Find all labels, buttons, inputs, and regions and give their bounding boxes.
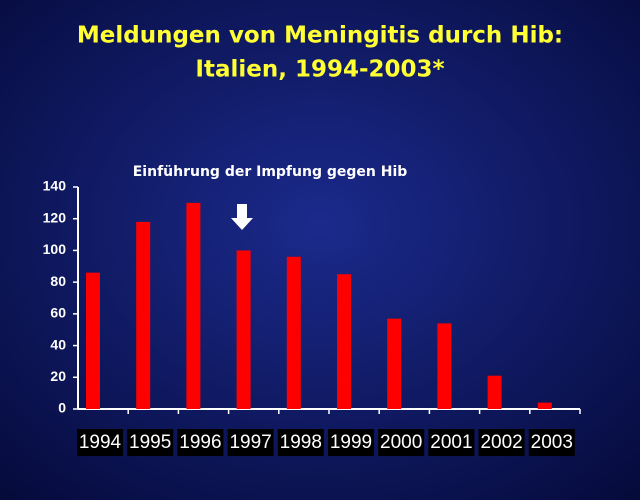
x-tick-box (528, 429, 575, 456)
bar (387, 318, 402, 409)
bar (136, 221, 151, 409)
y-tick-label: 40 (50, 336, 66, 352)
y-tick-label: 60 (50, 305, 66, 321)
arrow (231, 204, 253, 230)
bar (437, 323, 452, 409)
x-tick-box (177, 429, 224, 456)
x-tick-box (478, 429, 525, 456)
x-tick-label: 1995 (129, 432, 171, 453)
bar (487, 375, 502, 409)
x-tick-box (77, 429, 123, 456)
x-tick-label: 1996 (179, 432, 221, 453)
x-tick-label: 1997 (229, 432, 271, 453)
x-tick-box (428, 429, 475, 456)
y-tick-label: 20 (50, 368, 66, 384)
x-tick-label: 1999 (330, 432, 372, 453)
x-tick-label: 2000 (380, 432, 422, 453)
bar (236, 250, 251, 409)
bar (186, 202, 201, 409)
bar (537, 402, 552, 409)
x-tick-label: 1998 (280, 432, 322, 453)
y-tick-label: 0 (58, 400, 66, 416)
x-tick-label: 2003 (531, 432, 573, 453)
x-tick-box (227, 429, 274, 456)
bar (286, 256, 301, 409)
y-tick-label: 140 (43, 178, 67, 194)
x-tick-label: 2002 (480, 432, 522, 453)
x-tick-box (328, 429, 374, 456)
bar (337, 274, 351, 409)
x-tick-box (277, 429, 324, 456)
bar (86, 272, 100, 409)
y-tick-label: 80 (50, 273, 66, 289)
x-tick-label: 1994 (79, 432, 122, 453)
chart-title: Meldungen von Meningitis durch Hib: (77, 23, 563, 49)
x-tick-label: 2001 (430, 432, 472, 453)
x-tick-box (378, 429, 425, 456)
y-tick-label: 120 (43, 209, 67, 225)
y-tick-label: 100 (43, 241, 67, 257)
annotation: Einführung der Impfung gegen Hib (133, 164, 408, 180)
x-tick-box (127, 429, 174, 456)
chart-title: Italien, 1994-2003* (195, 57, 444, 83)
